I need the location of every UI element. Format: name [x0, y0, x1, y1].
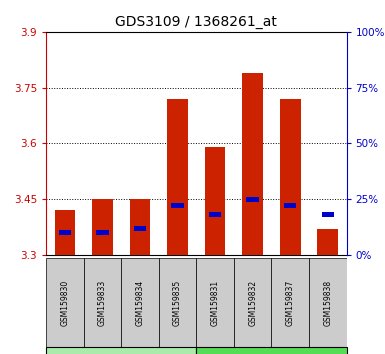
Bar [96, 230, 109, 235]
FancyBboxPatch shape [46, 347, 196, 354]
FancyBboxPatch shape [46, 258, 84, 347]
Bar [205, 147, 226, 255]
Text: GSM159832: GSM159832 [248, 280, 257, 326]
Text: GSM159830: GSM159830 [60, 280, 69, 326]
FancyBboxPatch shape [84, 258, 121, 347]
FancyBboxPatch shape [196, 347, 346, 354]
Text: GSM159835: GSM159835 [173, 280, 182, 326]
Text: GSM159834: GSM159834 [136, 280, 144, 326]
FancyBboxPatch shape [121, 258, 159, 347]
Bar [321, 212, 334, 217]
FancyBboxPatch shape [196, 258, 234, 347]
Bar [92, 199, 113, 255]
Bar [134, 226, 146, 230]
Text: GSM159838: GSM159838 [323, 280, 332, 326]
Title: GDS3109 / 1368261_at: GDS3109 / 1368261_at [116, 16, 277, 29]
Bar [242, 73, 263, 255]
Bar [167, 99, 188, 255]
Bar [246, 197, 259, 201]
Bar [55, 210, 75, 255]
Bar [130, 199, 151, 255]
FancyBboxPatch shape [234, 258, 271, 347]
Bar [284, 204, 296, 208]
Bar [209, 212, 221, 217]
FancyBboxPatch shape [159, 258, 196, 347]
Bar [317, 229, 338, 255]
FancyBboxPatch shape [271, 258, 309, 347]
Text: GSM159833: GSM159833 [98, 280, 107, 326]
Bar [171, 204, 184, 208]
Bar [280, 99, 301, 255]
Text: GSM159831: GSM159831 [211, 280, 219, 326]
Text: GSM159837: GSM159837 [286, 280, 295, 326]
FancyBboxPatch shape [309, 258, 346, 347]
Bar [59, 230, 71, 235]
